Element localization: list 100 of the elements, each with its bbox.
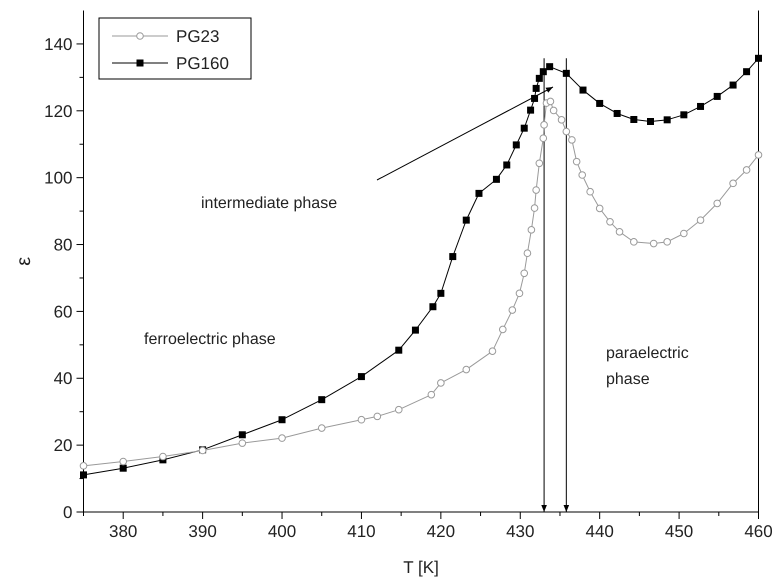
x-tick-label: 440 bbox=[585, 522, 614, 541]
point bbox=[437, 290, 444, 297]
point bbox=[540, 68, 547, 76]
point bbox=[488, 347, 496, 355]
annotation: paraelectric phase bbox=[606, 345, 689, 388]
point bbox=[528, 226, 536, 234]
y-tick-label: 120 bbox=[44, 102, 72, 121]
point bbox=[278, 416, 286, 424]
x-tick-label: 450 bbox=[664, 522, 694, 541]
point bbox=[80, 471, 87, 478]
point bbox=[516, 290, 524, 298]
point bbox=[536, 159, 544, 168]
y-tick-label: 100 bbox=[44, 168, 72, 188]
point bbox=[119, 458, 128, 466]
x-tick-label: 410 bbox=[347, 522, 376, 541]
point bbox=[532, 84, 540, 92]
point bbox=[578, 171, 586, 179]
point bbox=[742, 166, 750, 174]
y-tick-label: 0 bbox=[63, 502, 72, 522]
point bbox=[120, 464, 127, 472]
point bbox=[462, 366, 470, 374]
point bbox=[562, 70, 570, 77]
point bbox=[498, 326, 507, 334]
point bbox=[647, 118, 654, 125]
point bbox=[539, 134, 548, 142]
x-tick-label: 380 bbox=[109, 522, 138, 541]
point bbox=[412, 326, 419, 334]
annotation: intermediate phase bbox=[201, 195, 338, 212]
point bbox=[713, 200, 722, 208]
point bbox=[680, 111, 688, 118]
point bbox=[614, 110, 621, 117]
point bbox=[278, 434, 286, 442]
y-tick-label: 60 bbox=[54, 302, 72, 322]
x-tick-label: 460 bbox=[744, 522, 773, 541]
point bbox=[318, 396, 326, 404]
y-axis-title: ε bbox=[13, 256, 35, 266]
point bbox=[568, 136, 576, 144]
point bbox=[492, 176, 500, 183]
point bbox=[586, 188, 594, 196]
legend-label: PG23 bbox=[176, 26, 220, 46]
point bbox=[524, 249, 532, 258]
point bbox=[596, 204, 604, 212]
point bbox=[536, 74, 543, 82]
point bbox=[395, 346, 402, 354]
point bbox=[540, 121, 548, 129]
y-tick-label: 20 bbox=[54, 436, 72, 456]
point bbox=[616, 228, 624, 236]
point bbox=[428, 390, 436, 398]
point bbox=[520, 124, 528, 132]
point bbox=[680, 230, 688, 238]
point bbox=[650, 240, 658, 248]
y-tick-label: 40 bbox=[54, 369, 72, 388]
point bbox=[462, 216, 470, 224]
point bbox=[508, 306, 516, 314]
point bbox=[503, 161, 510, 168]
point bbox=[550, 106, 558, 114]
point bbox=[358, 416, 366, 424]
point bbox=[512, 141, 520, 148]
legend-label: PG160 bbox=[176, 54, 229, 73]
point bbox=[80, 462, 88, 470]
point bbox=[606, 218, 614, 226]
point bbox=[754, 151, 762, 159]
point bbox=[664, 116, 671, 124]
point bbox=[562, 128, 570, 136]
x-axis-title: T [K] bbox=[403, 558, 439, 577]
point bbox=[530, 204, 538, 212]
point bbox=[572, 158, 580, 166]
point bbox=[630, 238, 638, 246]
point bbox=[730, 82, 737, 89]
point bbox=[449, 253, 456, 260]
point bbox=[475, 190, 482, 197]
point bbox=[580, 86, 586, 94]
point bbox=[630, 116, 638, 123]
point bbox=[663, 238, 671, 246]
point bbox=[159, 452, 167, 460]
point bbox=[532, 186, 540, 194]
point bbox=[546, 63, 554, 70]
x-tick-label: 430 bbox=[506, 522, 534, 541]
point bbox=[697, 102, 704, 110]
point bbox=[527, 106, 534, 114]
y-tick-label: 140 bbox=[44, 34, 72, 54]
point bbox=[238, 439, 246, 447]
x-tick-label: 420 bbox=[426, 522, 456, 541]
point bbox=[596, 100, 604, 107]
annotation: ferroelectric phase bbox=[144, 331, 276, 348]
point bbox=[429, 303, 436, 310]
point bbox=[358, 373, 365, 380]
point bbox=[318, 424, 326, 432]
point bbox=[714, 92, 721, 100]
x-tick-label: 400 bbox=[268, 522, 296, 541]
point bbox=[238, 431, 246, 438]
point bbox=[520, 269, 528, 278]
point bbox=[394, 406, 403, 414]
point bbox=[546, 98, 554, 106]
point bbox=[743, 68, 750, 76]
point bbox=[696, 216, 704, 224]
point bbox=[755, 54, 762, 62]
y-tick-label: 80 bbox=[54, 235, 72, 254]
x-tick-label: 390 bbox=[188, 522, 217, 541]
point bbox=[558, 116, 566, 124]
